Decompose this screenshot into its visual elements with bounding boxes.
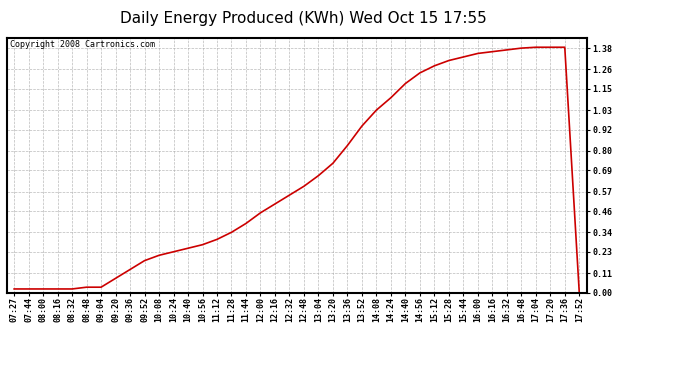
Text: Copyright 2008 Cartronics.com: Copyright 2008 Cartronics.com [10, 40, 155, 49]
Text: Daily Energy Produced (KWh) Wed Oct 15 17:55: Daily Energy Produced (KWh) Wed Oct 15 1… [120, 11, 487, 26]
